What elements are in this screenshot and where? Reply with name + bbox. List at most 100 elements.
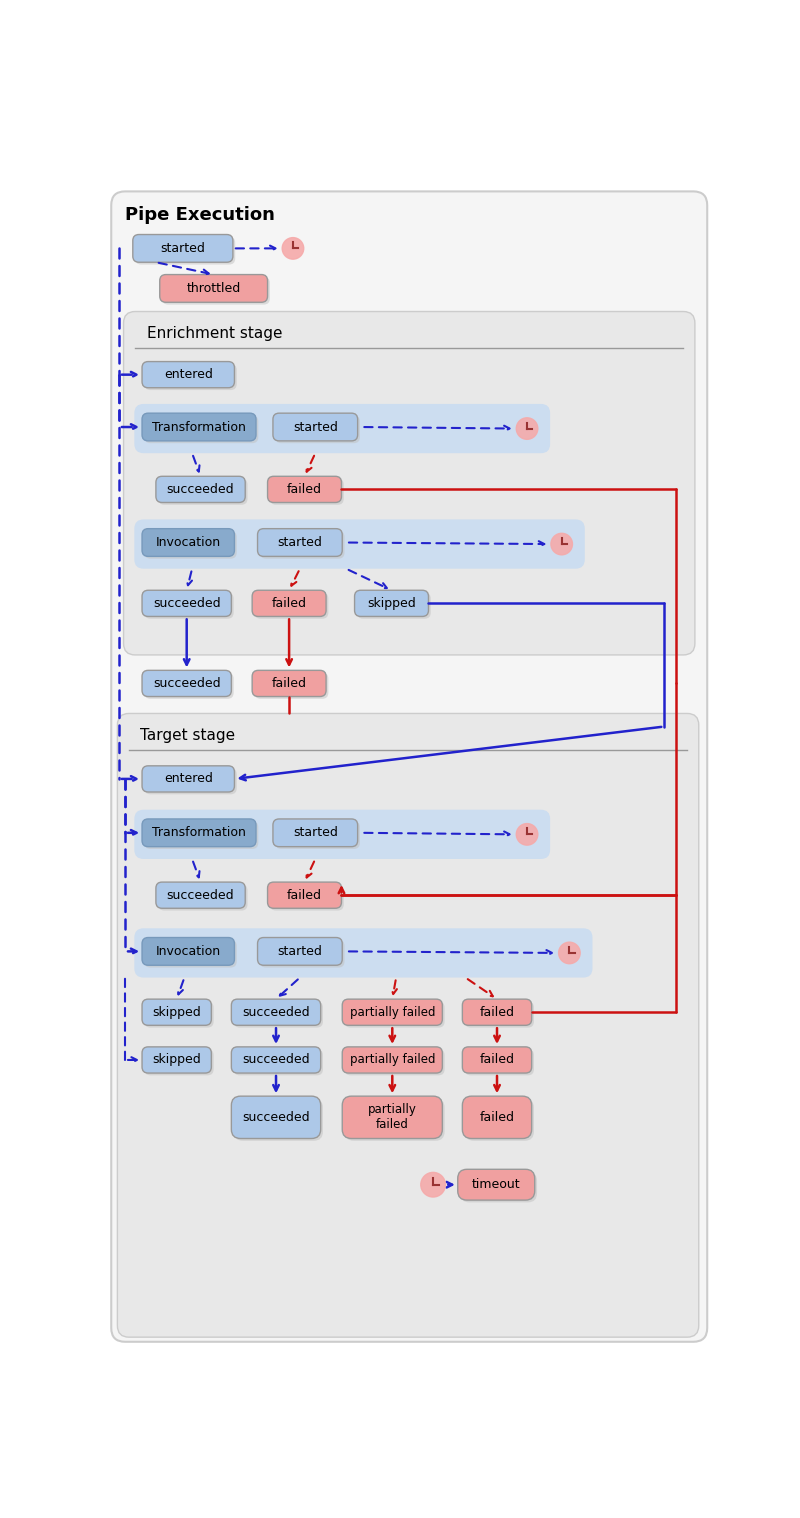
FancyBboxPatch shape (465, 1099, 534, 1142)
FancyBboxPatch shape (142, 1047, 211, 1073)
FancyBboxPatch shape (460, 1172, 537, 1202)
FancyBboxPatch shape (142, 361, 234, 387)
Text: failed: failed (272, 597, 306, 610)
FancyBboxPatch shape (158, 885, 247, 911)
Text: failed: failed (479, 1053, 514, 1067)
FancyBboxPatch shape (260, 940, 345, 967)
FancyBboxPatch shape (342, 1096, 442, 1138)
FancyBboxPatch shape (133, 234, 233, 263)
Circle shape (282, 238, 304, 260)
FancyBboxPatch shape (234, 1049, 323, 1075)
Text: partially failed: partially failed (350, 1053, 435, 1067)
FancyBboxPatch shape (254, 672, 328, 698)
FancyBboxPatch shape (267, 477, 342, 502)
Text: entered: entered (164, 369, 213, 381)
FancyBboxPatch shape (134, 404, 550, 454)
FancyBboxPatch shape (142, 999, 211, 1025)
FancyBboxPatch shape (273, 413, 358, 440)
Text: partially failed: partially failed (350, 1006, 435, 1019)
FancyBboxPatch shape (144, 1002, 214, 1028)
FancyBboxPatch shape (134, 929, 593, 978)
Text: started: started (161, 241, 206, 255)
Text: succeeded: succeeded (242, 1111, 310, 1123)
FancyBboxPatch shape (144, 768, 237, 794)
FancyBboxPatch shape (258, 528, 342, 557)
FancyBboxPatch shape (123, 311, 695, 654)
FancyBboxPatch shape (252, 671, 326, 697)
Text: failed: failed (287, 888, 322, 902)
FancyBboxPatch shape (144, 592, 234, 619)
FancyBboxPatch shape (231, 1047, 321, 1073)
FancyBboxPatch shape (342, 999, 442, 1025)
FancyBboxPatch shape (144, 364, 237, 390)
FancyBboxPatch shape (465, 1002, 534, 1028)
FancyBboxPatch shape (345, 1049, 445, 1075)
Text: skipped: skipped (152, 1053, 201, 1067)
FancyBboxPatch shape (142, 528, 234, 557)
Text: started: started (293, 826, 338, 839)
Text: Pipe Execution: Pipe Execution (125, 205, 275, 223)
FancyBboxPatch shape (254, 592, 328, 619)
FancyBboxPatch shape (142, 413, 256, 440)
Text: skipped: skipped (367, 597, 416, 610)
FancyBboxPatch shape (135, 237, 235, 264)
FancyBboxPatch shape (273, 818, 358, 847)
Text: succeeded: succeeded (166, 483, 234, 496)
FancyBboxPatch shape (144, 531, 237, 559)
FancyBboxPatch shape (462, 1047, 532, 1073)
FancyBboxPatch shape (267, 882, 342, 908)
FancyBboxPatch shape (270, 885, 344, 911)
FancyBboxPatch shape (156, 882, 246, 908)
FancyBboxPatch shape (465, 1049, 534, 1075)
Text: timeout: timeout (472, 1178, 521, 1192)
Text: succeeded: succeeded (242, 1006, 310, 1019)
Text: Invocation: Invocation (156, 944, 221, 958)
FancyBboxPatch shape (134, 519, 585, 569)
FancyBboxPatch shape (160, 275, 267, 302)
FancyBboxPatch shape (118, 713, 698, 1337)
FancyBboxPatch shape (142, 671, 231, 697)
FancyBboxPatch shape (142, 938, 234, 965)
FancyBboxPatch shape (354, 591, 429, 616)
Text: failed: failed (479, 1111, 514, 1123)
FancyBboxPatch shape (345, 1002, 445, 1028)
Text: Enrichment stage: Enrichment stage (146, 325, 282, 340)
FancyBboxPatch shape (144, 672, 234, 698)
FancyBboxPatch shape (144, 821, 258, 849)
FancyBboxPatch shape (462, 1096, 532, 1138)
FancyBboxPatch shape (158, 478, 247, 505)
FancyBboxPatch shape (142, 818, 256, 847)
Text: throttled: throttled (186, 282, 241, 294)
Text: started: started (278, 944, 322, 958)
FancyBboxPatch shape (162, 276, 270, 305)
FancyBboxPatch shape (144, 1049, 214, 1075)
Text: failed: failed (272, 677, 306, 689)
Text: started: started (278, 536, 322, 550)
Circle shape (421, 1172, 446, 1198)
Circle shape (558, 943, 580, 964)
FancyBboxPatch shape (275, 821, 360, 849)
Text: succeeded: succeeded (153, 677, 221, 689)
Text: Transformation: Transformation (152, 826, 246, 839)
FancyBboxPatch shape (111, 191, 707, 1342)
Text: failed: failed (287, 483, 322, 496)
Text: entered: entered (164, 773, 213, 785)
FancyBboxPatch shape (231, 999, 321, 1025)
Text: Transformation: Transformation (152, 420, 246, 434)
FancyBboxPatch shape (342, 1047, 442, 1073)
Text: Target stage: Target stage (141, 727, 236, 742)
FancyBboxPatch shape (142, 765, 234, 792)
FancyBboxPatch shape (462, 999, 532, 1025)
FancyBboxPatch shape (260, 531, 345, 559)
FancyBboxPatch shape (234, 1099, 323, 1142)
FancyBboxPatch shape (234, 1002, 323, 1028)
FancyBboxPatch shape (275, 416, 360, 443)
Text: partially
failed: partially failed (368, 1104, 417, 1131)
Text: failed: failed (479, 1006, 514, 1019)
FancyBboxPatch shape (258, 938, 342, 965)
Text: succeeded: succeeded (166, 888, 234, 902)
FancyBboxPatch shape (134, 809, 550, 859)
FancyBboxPatch shape (231, 1096, 321, 1138)
Text: Invocation: Invocation (156, 536, 221, 550)
Circle shape (516, 824, 538, 846)
